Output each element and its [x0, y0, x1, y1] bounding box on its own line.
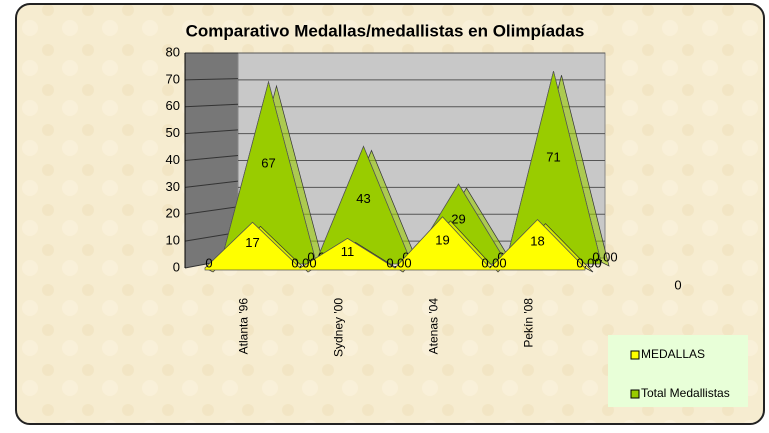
data-label: 17 — [245, 235, 259, 250]
data-label: 0.00 — [386, 255, 411, 270]
data-label: 29 — [451, 211, 465, 226]
grid-line — [184, 103, 239, 108]
y-tick-label: 0 — [173, 259, 180, 274]
y-tick-label: 30 — [166, 179, 180, 194]
y-tick-label: 10 — [166, 233, 180, 248]
plot: 0670.00430.00290.00710.000170.00110.0019… — [204, 71, 682, 357]
data-label: 18 — [530, 234, 544, 249]
data-label: 0.00 — [481, 255, 506, 270]
grid-line — [184, 129, 239, 135]
y-tick-label: 20 — [166, 206, 180, 221]
grid-line — [184, 78, 239, 81]
x-tick-label: Sydney '00 — [332, 298, 346, 357]
y-tick-label: 40 — [166, 152, 180, 167]
side-wall — [185, 53, 238, 268]
grid-line — [184, 206, 239, 215]
x-tick-label: Atenas '04 — [427, 298, 441, 355]
legend-label: Total Medallistas — [641, 386, 730, 400]
y-tick-label: 70 — [166, 71, 180, 86]
data-label: 67 — [261, 155, 275, 170]
y-tick-label: 80 — [166, 44, 180, 59]
data-label: 0.00 — [291, 255, 316, 270]
x-tick-label: Pekín '08 — [522, 298, 536, 348]
data-label: 0 — [205, 255, 212, 270]
grid-line — [184, 155, 239, 161]
grid-line — [184, 180, 239, 188]
y-tick-label: 50 — [166, 125, 180, 140]
data-label: 11 — [341, 244, 355, 259]
x-tick-label: Atlanta '96 — [237, 298, 251, 355]
legend-swatch — [630, 350, 640, 360]
data-label: 0.00 — [576, 255, 601, 270]
data-label: 43 — [356, 191, 370, 206]
y-tick-label: 60 — [166, 98, 180, 113]
data-label: 71 — [546, 149, 560, 164]
legend-items: MEDALLAS Total Medallistas — [630, 347, 730, 400]
legend-label: MEDALLAS — [641, 347, 705, 361]
data-label: 19 — [435, 232, 449, 247]
chart-title: Comparativo Medallas/medallistas en Olim… — [186, 21, 585, 40]
annotation: 0 — [674, 277, 681, 292]
legend-swatch — [630, 389, 640, 399]
data-label: 0.00 — [592, 249, 617, 264]
area — [204, 216, 586, 271]
